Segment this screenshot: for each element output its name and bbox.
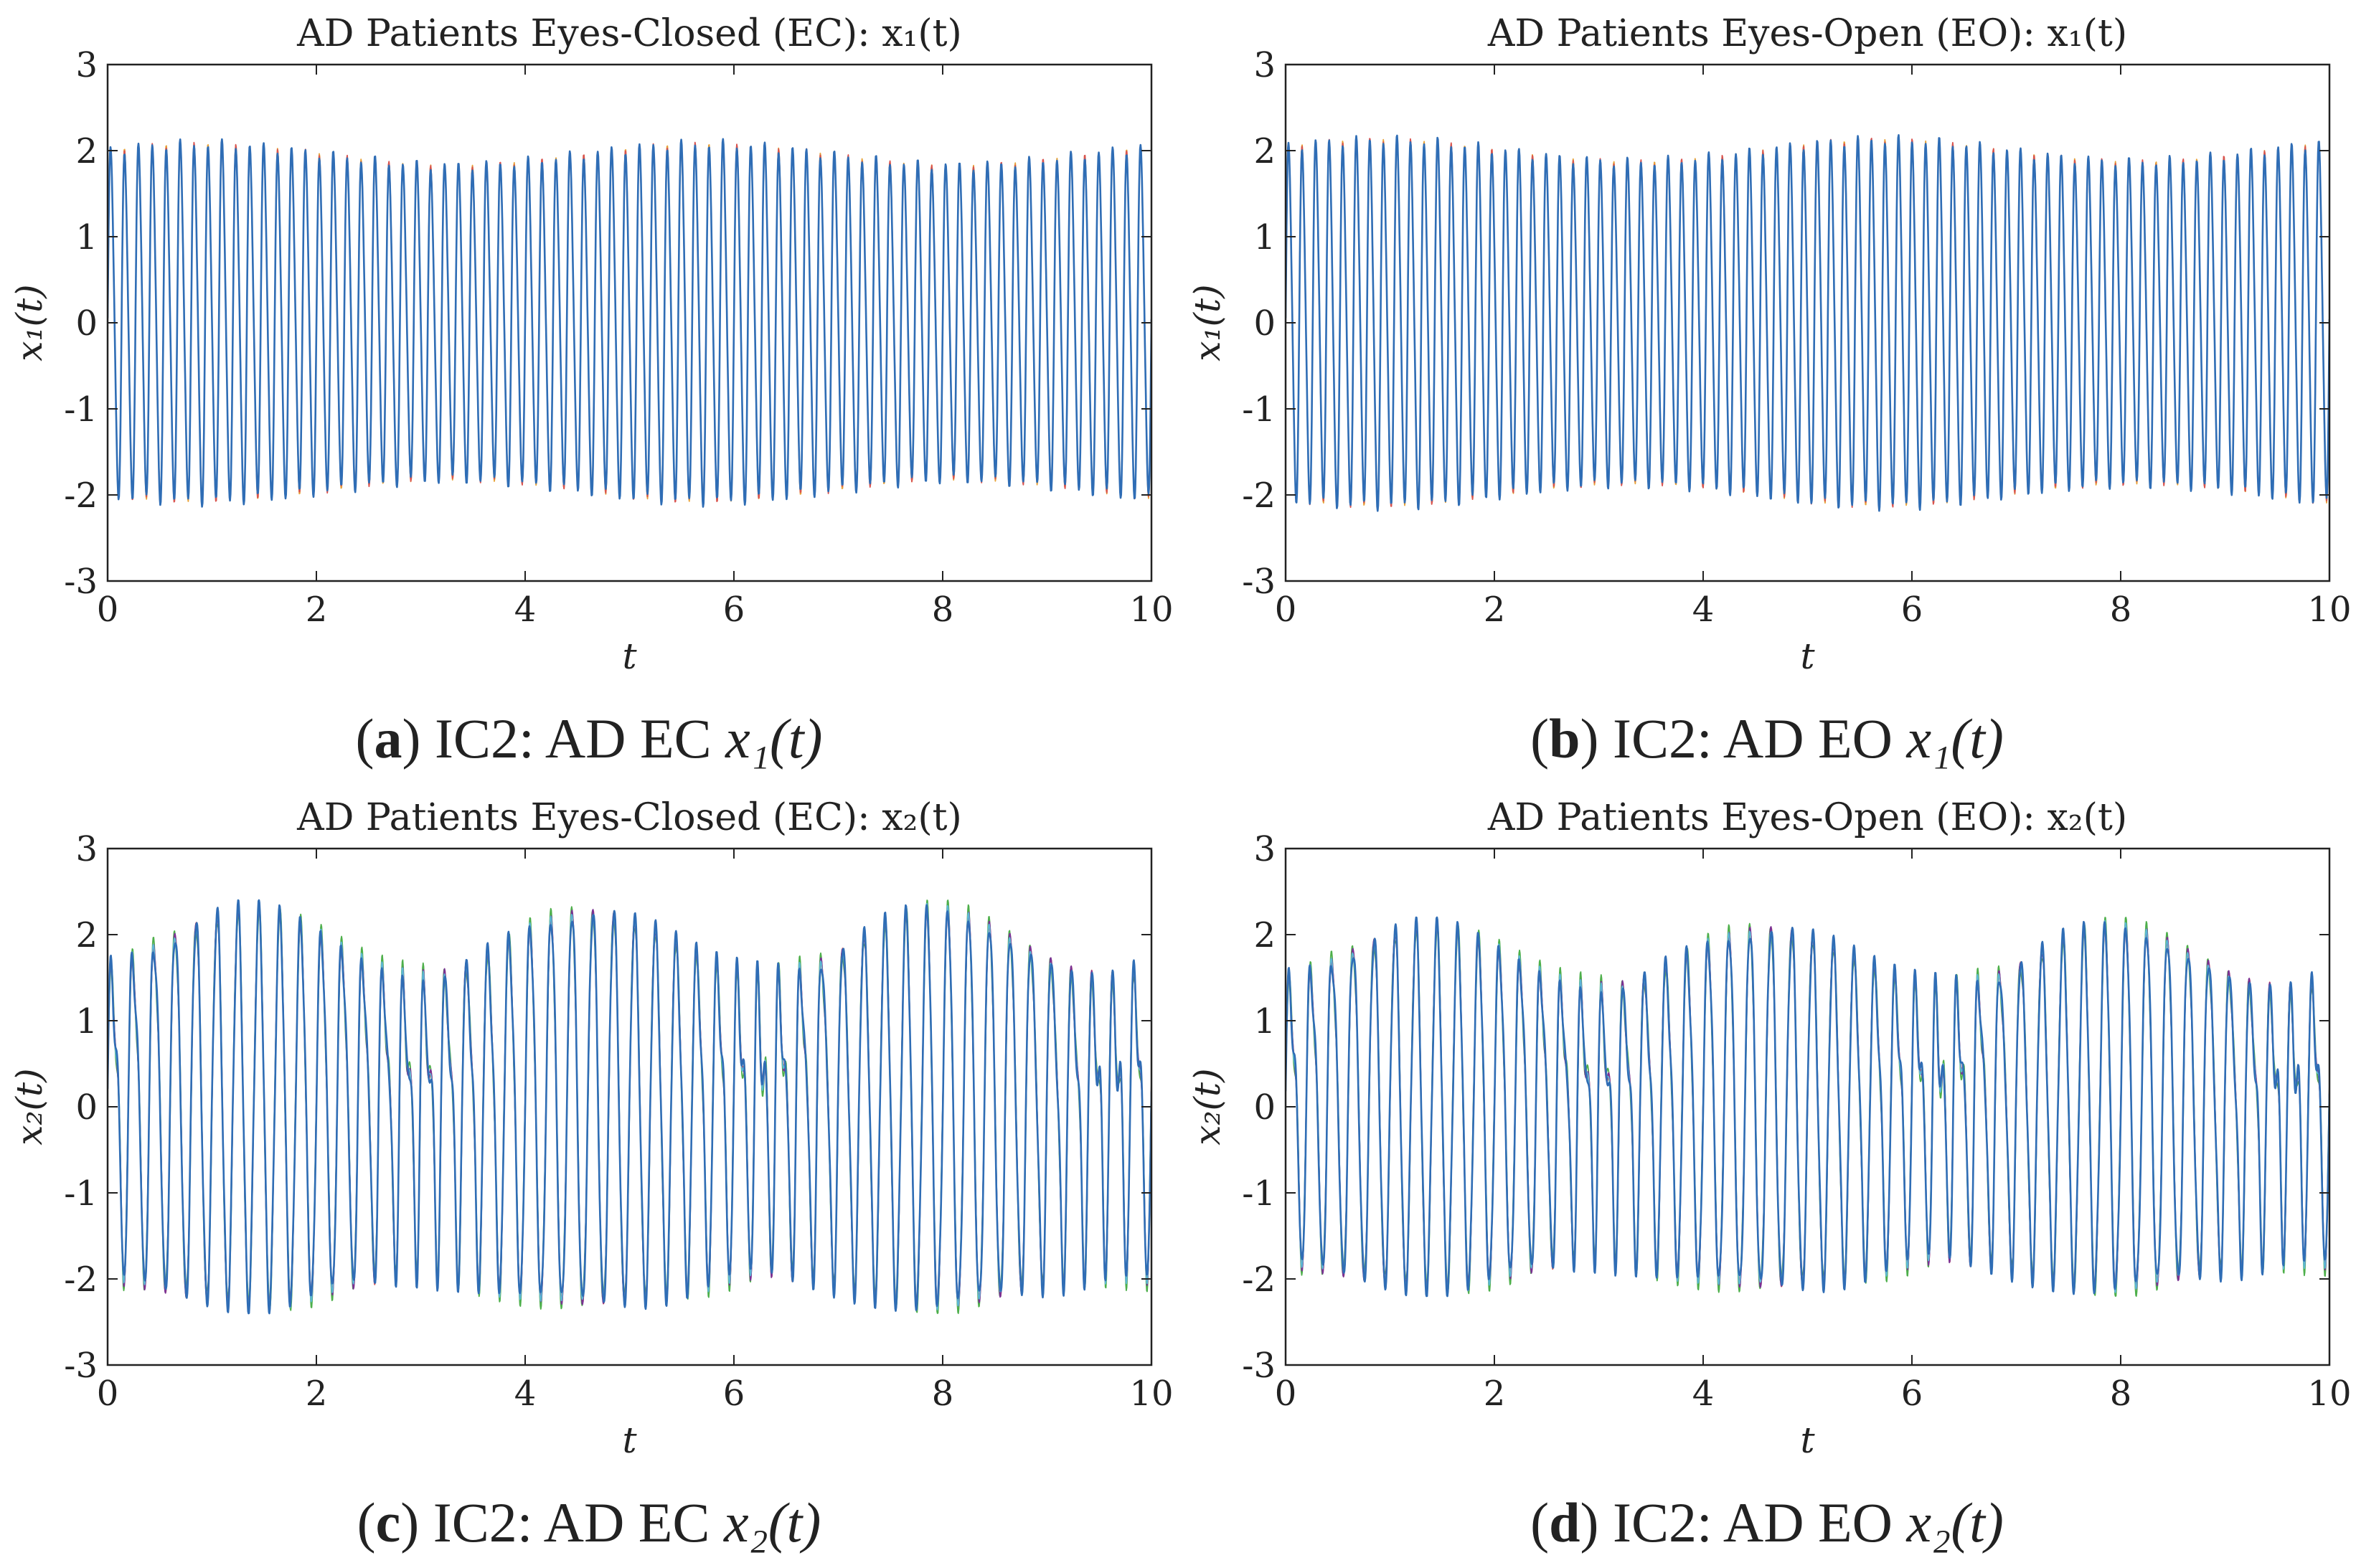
y-tick-label-c-0: -3 [64,1346,98,1386]
x-tick-label-a-3: 6 [723,590,745,630]
x-tick-label-a-2: 4 [514,590,537,630]
caption-b: (b) IC2: AD EO x₁(t) [1530,707,2004,770]
y-tick-label-b-3: 0 [1253,303,1276,344]
y-tick-label-d-2: -1 [1242,1173,1276,1214]
chart-b-svg: 0 2 4 6 8 10 -3 -2 -1 0 1 2 3 AD Patients Eyes-Open (… [1187,12,2352,677]
x-tick-label-b-0: 0 [1275,590,1297,630]
y-tick-label-d-3: 0 [1253,1087,1276,1128]
y-axis-label-c: x₂(t) [9,1068,50,1145]
x-tick-label-d-2: 4 [1692,1374,1715,1414]
y-tick-label-c-4: 1 [75,1001,98,1042]
x-axis-label-b: t [1800,636,1815,677]
y-tick-label-c-6: 3 [75,829,98,869]
caption-a: (a) IC2: AD EC x₁(t) [355,707,823,770]
y-tick-label-b-6: 3 [1253,45,1276,85]
chart-c-svg: 0 2 4 6 8 10 -3 -2 -1 0 1 2 3 AD Patients Eyes-Closed… [9,796,1174,1461]
x-tick-label-c-5: 10 [1129,1374,1173,1414]
caption-d-text: IC2: AD EO [1613,1491,1893,1554]
plot-area-d [1286,916,2329,1298]
y-axis-label-b: x₁(t) [1187,284,1228,361]
caption-a-text: IC2: AD EC [434,707,712,770]
y-tick-label-c-1: -2 [64,1260,98,1300]
caption-a-label: a [374,707,402,770]
x-tick-label-b-4: 8 [2110,590,2132,630]
chart-title-a: AD Patients Eyes-Closed (EC): x₁(t) [296,12,962,55]
caption-b-text: IC2: AD EO [1613,707,1893,770]
panel-d: 0 2 4 6 8 10 -3 -2 -1 0 1 2 3 AD Patients Eyes-Open (… [1178,784,2356,1568]
y-tick-label-a-2: -1 [64,389,98,430]
y-tick-label-b-0: -3 [1242,562,1276,602]
y-tick-label-d-0: -3 [1242,1346,1276,1386]
caption-c-label: c [375,1491,401,1554]
chart-title-c: AD Patients Eyes-Closed (EC): x₂(t) [296,796,962,839]
x-tick-label-b-2: 4 [1692,590,1715,630]
plot-area-c [108,899,1151,1315]
series-line-a-3 [108,138,1151,508]
x-tick-label-a-0: 0 [97,590,119,630]
y-tick-label-d-4: 1 [1253,1001,1276,1042]
y-tick-label-a-5: 2 [75,131,98,171]
x-tick-label-c-3: 6 [723,1374,745,1414]
plot-area-b [1286,134,2329,512]
x-tick-label-d-0: 0 [1275,1374,1297,1414]
x-axis-label-a: t [622,636,637,677]
chart-title-d: AD Patients Eyes-Open (EO): x₂(t) [1487,796,2127,839]
x-tick-label-c-0: 0 [97,1374,119,1414]
y-tick-label-a-4: 1 [75,217,98,258]
x-tick-label-d-5: 10 [2307,1374,2351,1414]
y-tick-label-b-4: 1 [1253,217,1276,258]
x-tick-label-d-3: 6 [1901,1374,1923,1414]
y-tick-label-a-6: 3 [75,45,98,85]
y-tick-label-c-2: -1 [64,1173,98,1214]
y-tick-label-a-3: 0 [75,303,98,344]
x-tick-label-a-5: 10 [1129,590,1173,630]
x-tick-label-b-5: 10 [2307,590,2351,630]
x-tick-label-d-4: 8 [2110,1374,2132,1414]
x-tick-label-d-1: 2 [1484,1374,1506,1414]
y-tick-label-a-0: -3 [64,562,98,602]
y-tick-label-a-1: -2 [64,476,98,516]
x-tick-label-c-4: 8 [932,1374,954,1414]
plot-area-a [108,138,1151,508]
chart-title-b: AD Patients Eyes-Open (EO): x₁(t) [1487,12,2127,55]
panel-a: 0 2 4 6 8 10 -3 -2 -1 0 1 2 3 AD Patients Eyes-Closed… [0,0,1178,784]
chart-d-svg: 0 2 4 6 8 10 -3 -2 -1 0 1 2 3 AD Patients Eyes-Open (… [1187,796,2352,1461]
y-tick-label-d-6: 3 [1253,829,1276,869]
caption-c: (c) IC2: AD EC x₂(t) [357,1491,821,1554]
x-tick-label-c-2: 4 [514,1374,537,1414]
caption-b-var: x₁(t) [1906,707,2004,770]
y-axis-label-a: x₁(t) [9,284,50,361]
y-tick-label-c-3: 0 [75,1087,98,1128]
caption-c-var: x₂(t) [723,1491,821,1554]
x-tick-label-b-1: 2 [1484,590,1506,630]
x-tick-label-a-1: 2 [306,590,328,630]
x-tick-label-c-1: 2 [306,1374,328,1414]
x-tick-label-a-4: 8 [932,590,954,630]
caption-c-text: IC2: AD EC [433,1491,710,1554]
y-tick-label-b-2: -1 [1242,389,1276,430]
y-tick-label-c-5: 2 [75,915,98,955]
caption-d: (d) IC2: AD EO x₂(t) [1530,1491,2004,1554]
x-axis-label-d: t [1800,1420,1815,1461]
series-line-c-6 [108,899,1151,1315]
x-tick-label-b-3: 6 [1901,590,1923,630]
y-tick-label-b-5: 2 [1253,131,1276,171]
y-axis-label-d: x₂(t) [1187,1068,1228,1145]
series-line-d-6 [1286,916,2329,1298]
caption-d-label: d [1549,1491,1580,1554]
panel-b: 0 2 4 6 8 10 -3 -2 -1 0 1 2 3 AD Patients Eyes-Open (… [1178,0,2356,784]
y-tick-label-d-5: 2 [1253,915,1276,955]
y-tick-label-d-1: -2 [1242,1260,1276,1300]
panel-c: 0 2 4 6 8 10 -3 -2 -1 0 1 2 3 AD Patients Eyes-Closed… [0,784,1178,1568]
caption-a-var: x₁(t) [725,707,823,770]
chart-a-svg: 0 2 4 6 8 10 -3 -2 -1 0 1 2 3 AD Patients Eyes-Closed… [9,12,1174,677]
y-tick-label-b-1: -2 [1242,476,1276,516]
caption-d-var: x₂(t) [1906,1491,2004,1554]
series-line-b-3 [1286,134,2329,512]
x-axis-label-c: t [622,1420,637,1461]
caption-b-label: b [1549,707,1580,770]
